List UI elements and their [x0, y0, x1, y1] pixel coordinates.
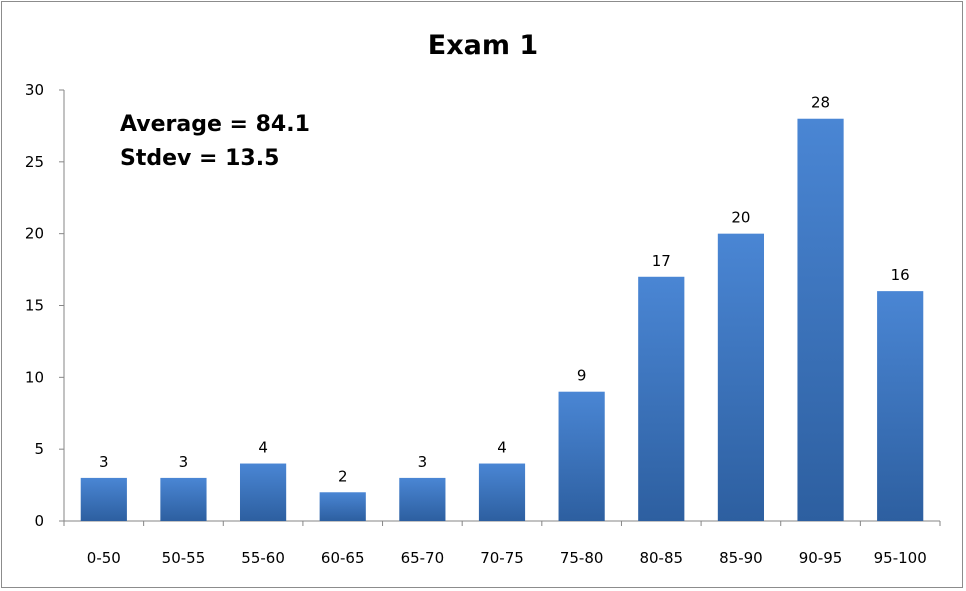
data-label: 9	[577, 367, 587, 385]
data-label: 2	[338, 467, 348, 485]
bar	[877, 291, 924, 521]
bar	[160, 477, 207, 521]
x-tick-label: 65-70	[401, 549, 445, 567]
x-tick-label: 70-75	[480, 549, 524, 567]
bar	[319, 492, 366, 521]
bar	[478, 463, 526, 521]
x-axis: 0-50 50-55 55-60 60-65 65-70 70-75 75-80 80-85 8…	[63, 520, 941, 567]
y-tick-label: 30	[25, 81, 44, 99]
y-tick-label: 5	[34, 440, 44, 458]
bar	[239, 463, 287, 521]
y-axis: 0 5 10 15 20 25 30	[25, 81, 65, 530]
data-label: 3	[99, 453, 109, 471]
data-label: 3	[418, 453, 428, 471]
data-label: 20	[731, 209, 750, 227]
x-tick-label: 50-55	[162, 549, 206, 567]
bar	[558, 391, 605, 521]
y-tick-label: 0	[34, 512, 44, 530]
y-tick-label: 15	[25, 297, 44, 315]
x-tick-label: 75-80	[560, 549, 604, 567]
bar	[717, 233, 765, 521]
annotation-stdev: Stdev = 13.5	[120, 146, 279, 171]
chart-title: Exam 1	[428, 30, 538, 61]
x-tick-label: 85-90	[719, 549, 763, 567]
data-label: 3	[179, 453, 189, 471]
x-tick-label: 90-95	[799, 549, 843, 567]
bar	[638, 276, 685, 521]
y-tick-label: 25	[25, 153, 44, 171]
data-label: 28	[811, 94, 830, 112]
bars: 3 3 4 2 3 4 9 17 20 28 16	[80, 94, 924, 521]
x-tick-label: 60-65	[321, 549, 365, 567]
data-label: 4	[258, 439, 268, 457]
bar	[399, 477, 446, 521]
x-tick-label: 95-100	[874, 549, 927, 567]
x-tick-label: 55-60	[241, 549, 285, 567]
bar	[80, 477, 127, 521]
data-label: 4	[497, 439, 507, 457]
data-label: 17	[652, 252, 671, 270]
y-tick-label: 20	[25, 225, 44, 243]
x-tick-label: 0-50	[87, 549, 121, 567]
data-label: 16	[891, 266, 910, 284]
bar	[797, 118, 844, 521]
x-tick-label: 80-85	[639, 549, 683, 567]
y-tick-label: 10	[25, 368, 44, 386]
annotation-average: Average = 84.1	[120, 112, 310, 137]
